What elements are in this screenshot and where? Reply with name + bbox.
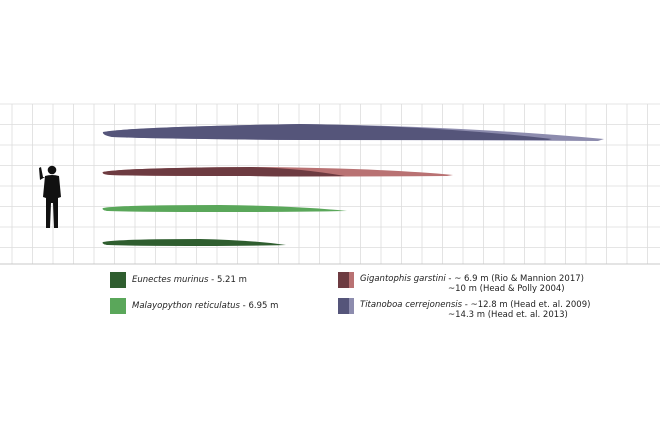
legend-detail-2: ~10 m (Head & Polly 2004) (448, 284, 565, 294)
background-grid (0, 103, 660, 264)
legend-detail: - 5.21 m (208, 275, 247, 285)
eunectes-silhouette (102, 239, 286, 246)
gigantophis-silhouette (102, 167, 454, 177)
legend-species: Eunectes murinus (132, 275, 209, 285)
legend-species: Malayopython reticulatus (132, 301, 240, 311)
eunectes-swatch (110, 272, 126, 288)
malayopython-swatch (110, 298, 126, 314)
titanoboa-silhouette (102, 124, 604, 141)
legend-species: Gigantophis garstini (360, 274, 446, 284)
gigantophis-swatch (338, 272, 354, 288)
legend-eunectes: Eunectes murinus - 5.21 m (110, 272, 247, 288)
legend-detail: - ~12.8 m (Head et. al. 2009) (462, 300, 591, 310)
legend-detail: - 6.95 m (239, 301, 279, 311)
human-silhouette-icon (39, 165, 61, 228)
legend-malayopython: Malayopython reticulatus - 6.95 m (110, 298, 278, 314)
legend-gigantophis: Gigantophis garstini - ~ 6.9 m (Rio & Ma… (338, 272, 584, 294)
legend-detail: - ~ 6.9 m (Rio & Mannion 2017) (445, 274, 584, 284)
titanoboa-swatch (338, 298, 354, 314)
legend-species: Titanoboa cerrejonensis (360, 300, 463, 310)
legend-titanoboa: Titanoboa cerrejonensis - ~12.8 m (Head … (338, 298, 590, 320)
malayopython-silhouette (102, 205, 347, 212)
legend-detail-2: ~14.3 m (Head et. al. 2013) (448, 310, 568, 320)
